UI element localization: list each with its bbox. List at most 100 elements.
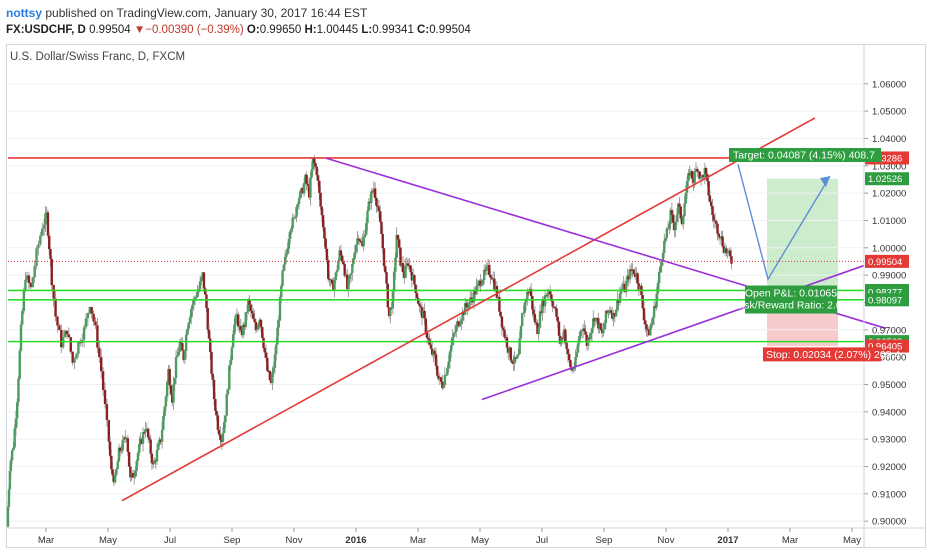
candle-body [417,297,420,304]
candle-body [665,228,669,238]
candle-body [184,334,188,352]
candle-body [485,266,488,271]
y-tick-label: 1.04000 [872,134,906,145]
candle-body [277,320,280,328]
candle-body [295,206,298,218]
candle-body [253,318,256,323]
candle-body [339,250,343,256]
candle-body [652,306,656,318]
candle-body [54,298,57,317]
candle-body [626,275,629,283]
candle-body [252,313,255,319]
candle-body [238,326,241,328]
candle-body [584,331,587,335]
candle-body [164,396,168,407]
candle-body [722,246,726,253]
candle-body [576,343,580,353]
candle-body [455,325,458,332]
x-tick-label: Mar [410,535,426,546]
candle-body [150,453,154,464]
candle-body [481,280,485,284]
candle-body [143,432,146,434]
candle-body [342,261,345,265]
candle-body [390,307,393,309]
candle-body [660,261,663,267]
candle-body [621,288,624,290]
x-tick-label: Jul [536,535,548,546]
candle-body [221,432,225,442]
candle-body [122,437,126,441]
candle-body [385,272,388,284]
candle-body [245,311,249,313]
candle-body [442,385,445,388]
candle-body [288,231,292,240]
candle-body [304,174,307,184]
candle-body [725,248,728,254]
candle-body [392,271,396,292]
candle-body [528,288,532,294]
candle-body [314,163,317,167]
candle-body [632,269,636,275]
candle-body [698,171,701,179]
candle-body [600,330,604,334]
candle-body [642,308,646,321]
price-label-text: 0.96405 [868,342,902,353]
candle-body [399,247,402,266]
candle-body [301,187,305,194]
candle-body [165,381,169,397]
candle-body [452,333,455,338]
candle-body [566,348,570,355]
candle-body [263,347,266,353]
candle-body [244,312,247,328]
candle-body [715,221,718,224]
candle-body [125,438,128,440]
candle-body [554,306,557,309]
candle-body [131,473,135,478]
candle-body [12,447,15,451]
candle-body [220,440,223,442]
candle-body [353,252,357,259]
candle-body [504,337,507,339]
candle-body [518,338,521,355]
candle-body [358,239,362,242]
candle-body [121,440,124,451]
candle-body [479,280,482,286]
chart-frame[interactable] [6,44,926,548]
y-tick-label: 0.91000 [872,489,906,500]
candle-body [24,279,27,291]
target-label-box [729,148,881,163]
price-label-text: 1.03286 [868,153,902,164]
candle-body [207,329,211,339]
candle-body [116,461,119,470]
published-text: published on TradingView.com, January 30… [45,6,368,20]
candle-body [35,248,38,267]
candle-body [508,347,511,353]
candle-body [531,296,534,310]
candle-body [193,297,197,299]
candle-body [132,476,136,478]
candle-body [702,175,705,178]
candle-body [694,168,698,172]
candle-body [569,360,572,368]
candle-body [646,329,649,331]
candle-body [441,381,444,388]
low-value: 0.99341 [372,24,414,36]
candle-body [356,238,359,245]
candle-body [675,214,679,222]
candle-body [609,310,613,313]
candle-body [282,264,286,271]
x-tick-label: 2016 [345,535,366,546]
x-tick-label: May [843,535,861,546]
candle-body [162,416,165,430]
candle-body [192,298,195,305]
candle-body [177,351,180,356]
candle-body [645,324,648,330]
candle-body [136,452,140,461]
candle-body [437,375,440,380]
candle-body [422,310,425,318]
candle-body [206,307,209,330]
candle-body [172,384,175,403]
candle-body [409,265,412,273]
author-link[interactable]: nottsy [6,6,42,20]
